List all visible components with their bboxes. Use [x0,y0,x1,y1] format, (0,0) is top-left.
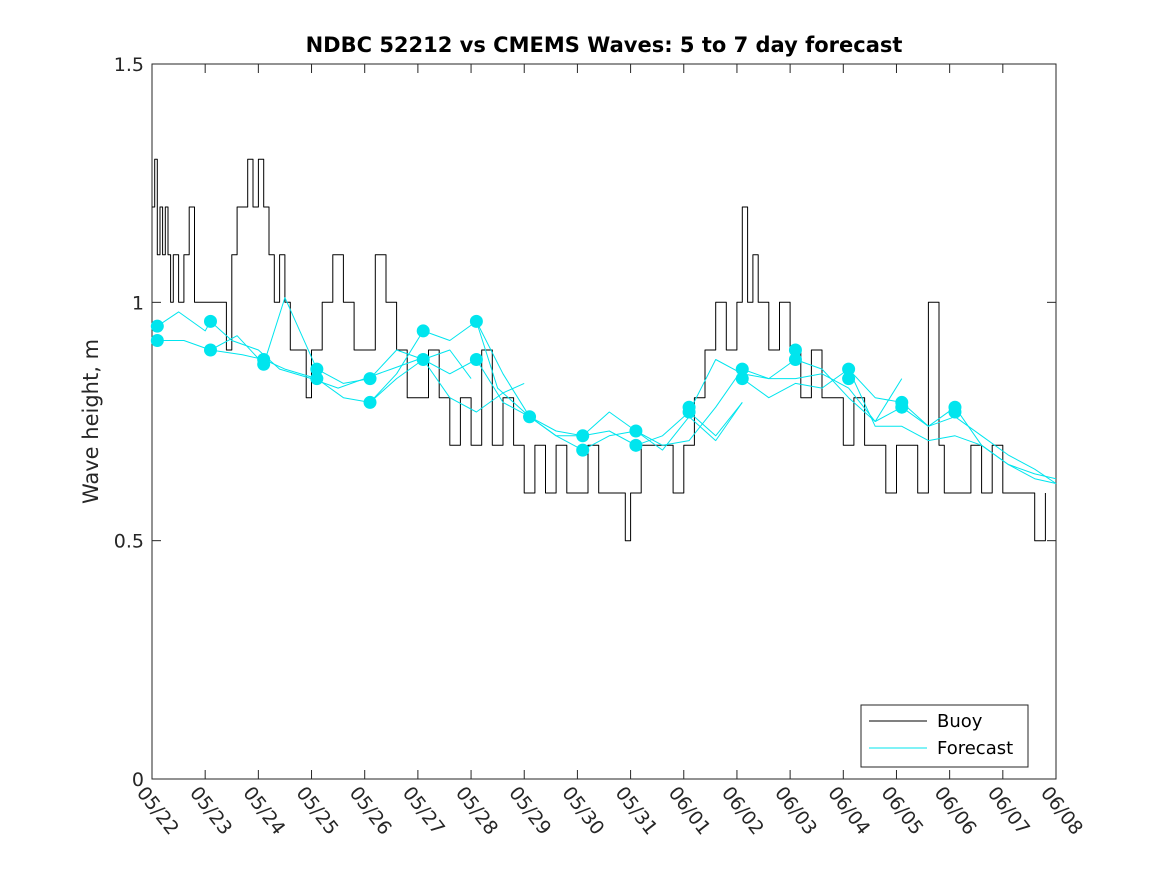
buoy-line [152,158,1046,542]
legend-entry-buoy: Buoy [937,711,983,732]
legend-entry-forecast: Forecast [937,738,1013,759]
forecast-start-marker-16 [576,443,590,457]
forecast-start-marker-13 [469,353,483,367]
forecast-start-marker-9 [363,395,377,409]
forecast-start-marker-14 [523,410,537,424]
forecast-line-6 [475,321,743,446]
forecast-start-marker-22 [735,372,749,386]
forecast-start-marker-24 [788,353,802,367]
forecast-line-7 [688,359,1057,484]
forecast-start-marker-26 [842,372,856,386]
forecast-start-marker-11 [416,353,430,367]
forecast-start-marker-2 [203,314,217,328]
forecast-start-marker-23 [788,343,802,357]
forecast-start-marker-3 [203,343,217,357]
y-axis-label: Wave height, m [79,339,103,504]
forecast-start-marker-12 [469,314,483,328]
marker-layer [150,314,962,457]
forecast-start-marker-17 [629,424,643,438]
forecast-start-marker-25 [842,362,856,376]
forecast-start-marker-0 [150,319,164,333]
plot-area [151,63,1057,780]
forecast-start-marker-5 [257,357,271,371]
y-tick-label-1: 0.5 [114,531,144,553]
forecast-start-marker-7 [310,372,324,386]
forecast-start-marker-21 [735,362,749,376]
legend: Buoy Forecast [860,704,1029,768]
y-axis-ticks: 0 0.5 1 1.5 [114,54,1056,791]
forecast-start-marker-18 [629,438,643,452]
y-tick-label-2: 1 [132,292,144,314]
forecast-start-marker-20 [682,405,696,419]
forecast-start-marker-6 [310,362,324,376]
forecast-start-marker-10 [416,324,430,338]
forecast-start-marker-15 [576,429,590,443]
forecast-start-marker-8 [363,372,377,386]
forecast-start-marker-28 [895,400,909,414]
forecast-start-marker-1 [150,333,164,347]
legend-box [860,704,1029,768]
chart-title: NDBC 52212 vs CMEMS Waves: 5 to 7 day fo… [306,33,903,57]
y-tick-label-3: 1.5 [114,54,144,76]
y-tick-label-0: 0 [132,769,144,791]
forecast-start-marker-30 [948,405,962,419]
